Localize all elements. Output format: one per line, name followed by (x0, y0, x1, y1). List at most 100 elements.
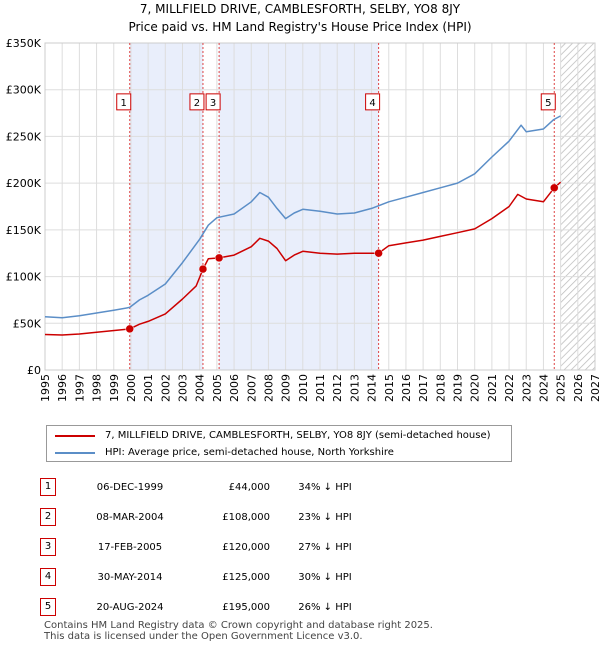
sale-point-3 (214, 253, 224, 263)
y-tick-label: £250K (6, 130, 42, 143)
transaction-price: £120,000 (222, 541, 270, 553)
y-tick-label: £350K (6, 37, 42, 50)
transaction-price-cell: £120,000 (190, 532, 270, 562)
transaction-num-cell: 5 (40, 592, 70, 622)
x-tick-label: 2005 (211, 374, 224, 402)
sale-label-box-3 (205, 93, 221, 111)
x-tick-label: 2022 (503, 374, 516, 402)
transaction-num-cell: 3 (40, 532, 70, 562)
transaction-price-cell: £125,000 (190, 562, 270, 592)
sale-label-2: 2 (194, 98, 200, 109)
x-tick-label: 1998 (91, 374, 104, 402)
x-tick-label: 2012 (331, 374, 344, 402)
x-tick-label: 2020 (469, 374, 482, 402)
chart-title-line2: Price paid vs. HM Land Registry's House … (128, 20, 472, 34)
property-line (44, 181, 562, 336)
transaction-price: £125,000 (222, 571, 270, 583)
sale-label-box-2 (189, 93, 205, 111)
legend: 7, MILLFIELD DRIVE, CAMBLESFORTH, SELBY,… (46, 425, 512, 462)
x-tick-label: 2004 (194, 374, 207, 402)
x-tick-label: 2026 (572, 374, 585, 402)
sale-label-box-5 (540, 93, 556, 111)
sale-point-2 (198, 264, 208, 274)
footer-licence: This data is licensed under the Open Gov… (44, 631, 363, 642)
legend-label-property: 7, MILLFIELD DRIVE, CAMBLESFORTH, SELBY,… (105, 430, 491, 441)
shaded-range (129, 43, 203, 370)
sale-label-5: 5 (545, 98, 551, 109)
x-tick-label: 2011 (314, 374, 327, 402)
y-tick-label: £150K (6, 224, 42, 237)
transaction-num: 2 (40, 508, 56, 526)
x-tick-label: 2025 (555, 374, 568, 402)
sale-label-box-1 (116, 93, 132, 111)
transaction-hpi: 34% ↓ HPI (298, 481, 352, 493)
transaction-num: 1 (40, 478, 56, 496)
transaction-date: 06-DEC-1999 (96, 481, 164, 493)
sale-point-5 (550, 183, 559, 193)
transaction-date-cell: 30-MAY-2014 (70, 562, 190, 592)
transaction-date-cell: 08-MAR-2004 (70, 502, 190, 532)
legend-swatch-property (55, 435, 95, 437)
sale-point-1 (125, 324, 134, 334)
plot-frame (44, 42, 596, 371)
transaction-date: 20-AUG-2024 (96, 601, 164, 613)
sale-label-box-4 (365, 93, 381, 111)
transaction-price: £44,000 (228, 481, 270, 493)
transaction-date: 08-MAR-2004 (96, 511, 164, 523)
x-tick-label: 2016 (400, 374, 413, 402)
x-tick-label: 2013 (348, 374, 361, 402)
y-tick-label: £0 (27, 364, 41, 377)
transaction-hpi-cell: 34% ↓ HPI (270, 472, 380, 502)
transaction-row: 2 08-MAR-2004 £108,000 23% ↓ HPI (40, 502, 380, 532)
transaction-date-cell: 20-AUG-2024 (70, 592, 190, 622)
transaction-num: 3 (40, 538, 56, 556)
transaction-price-cell: £108,000 (190, 502, 270, 532)
transaction-price: £195,000 (222, 601, 270, 613)
x-tick-label: 2002 (159, 374, 172, 402)
transaction-num: 4 (40, 568, 56, 586)
transaction-num-cell: 2 (40, 502, 70, 532)
y-tick-label: £50K (13, 317, 42, 330)
price-chart: £0 £50K £100K £150K £200K £250K £300K £350K 1995… (6, 37, 600, 402)
y-tick-label: £300K (6, 84, 42, 97)
sale-label-1: 1 (121, 98, 127, 109)
transaction-hpi-cell: 26% ↓ HPI (270, 592, 380, 622)
transaction-hpi: 30% ↓ HPI (298, 571, 352, 583)
sale-label-4: 4 (369, 98, 375, 109)
x-tick-label: 2009 (280, 374, 293, 402)
transaction-price-cell: £195,000 (190, 592, 270, 622)
y-tick-label: £200K (6, 177, 42, 190)
x-tick-label: 2015 (383, 374, 396, 402)
x-tick-label: 2000 (125, 374, 138, 402)
x-tick-label: 2017 (417, 374, 430, 402)
sale-label-3: 3 (210, 98, 216, 109)
transaction-hpi-cell: 23% ↓ HPI (270, 502, 380, 532)
x-tick-label: 2001 (142, 374, 155, 402)
transaction-price: £108,000 (222, 511, 270, 523)
x-tick-label: 2008 (262, 374, 275, 402)
legend-swatch-hpi (55, 452, 95, 454)
transaction-hpi-cell: 27% ↓ HPI (270, 532, 380, 562)
x-tick-label: 2021 (486, 374, 499, 402)
transaction-num: 5 (40, 598, 56, 616)
transaction-row: 4 30-MAY-2014 £125,000 30% ↓ HPI (40, 562, 380, 592)
transaction-hpi: 26% ↓ HPI (298, 601, 352, 613)
x-tick-label: 1995 (39, 374, 52, 402)
transaction-date: 17-FEB-2005 (97, 541, 163, 553)
x-tick-label: 2027 (589, 374, 600, 402)
x-tick-label: 2023 (520, 374, 533, 402)
transaction-row: 1 06-DEC-1999 £44,000 34% ↓ HPI (40, 472, 380, 502)
x-tick-label: 2019 (452, 374, 465, 402)
transactions-table: 1 06-DEC-1999 £44,000 34% ↓ HPI 2 08-MAR-2004… (40, 472, 380, 622)
x-tick-label: 1999 (108, 374, 121, 402)
hpi-line (44, 115, 561, 319)
x-tick-label: 2007 (245, 374, 258, 402)
sale-point-4 (374, 248, 383, 258)
x-tick-label: 2024 (537, 374, 550, 402)
legend-label-hpi: HPI: Average price, semi-detached house,… (105, 447, 394, 458)
chart-title-line1: 7, MILLFIELD DRIVE, CAMBLESFORTH, SELBY,… (139, 2, 461, 16)
x-tick-label: 2018 (434, 374, 447, 402)
transaction-date: 30-MAY-2014 (97, 571, 163, 583)
transaction-price-cell: £44,000 (190, 472, 270, 502)
transaction-num-cell: 4 (40, 562, 70, 592)
